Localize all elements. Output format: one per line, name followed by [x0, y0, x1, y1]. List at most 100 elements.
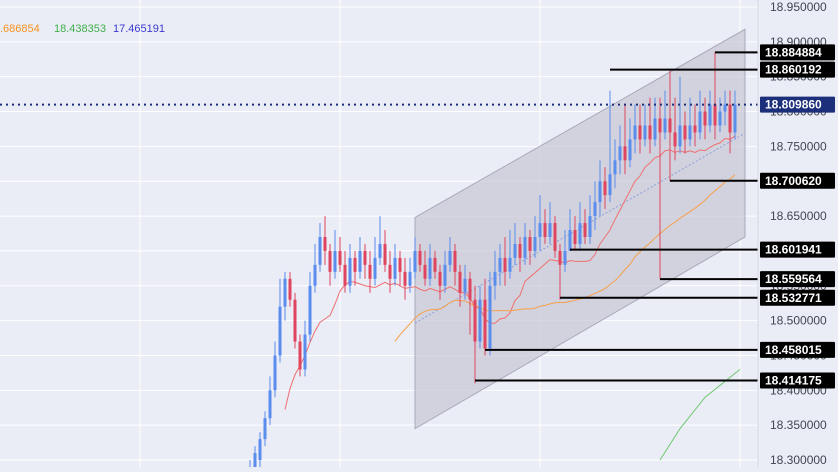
level-price-tag[interactable]: 18.860192: [760, 61, 835, 78]
candle-body: [643, 125, 647, 140]
candle-body: [603, 181, 607, 196]
candle-body: [258, 439, 262, 461]
candle-body: [678, 125, 682, 147]
candle-body: [358, 250, 362, 272]
candle-body: [488, 285, 492, 349]
level-price-tag-text: 18.601941: [765, 243, 822, 257]
candle-body: [503, 257, 507, 272]
candle-body: [368, 264, 372, 279]
candle-body: [578, 223, 582, 244]
level-price-tag[interactable]: 18.532771: [760, 289, 835, 306]
level-price-tag-box: [760, 289, 835, 306]
candle-body: [388, 264, 392, 279]
legend-value-blue: 17.465191: [113, 23, 165, 35]
candle-body: [338, 250, 342, 265]
candle-body: [463, 278, 467, 293]
level-price-tag-box: [760, 372, 835, 389]
candle-body: [383, 243, 387, 265]
candle-body: [573, 230, 577, 244]
candle-body: [353, 257, 357, 272]
candle-body: [518, 243, 522, 258]
candle-body: [423, 264, 427, 279]
level-price-tag[interactable]: 18.559564: [760, 271, 835, 288]
candle-body: [543, 223, 547, 237]
price-tick-label: 18.750000: [770, 139, 827, 153]
price-tick-label: 18.650000: [770, 209, 827, 223]
candle-body: [413, 250, 417, 272]
candle-body: [443, 264, 447, 286]
level-price-tag-box: [760, 241, 835, 258]
legend-value-orange: .686854: [0, 23, 40, 35]
candle-body: [628, 139, 632, 161]
price-axis-bg: [758, 0, 838, 467]
candle-body: [703, 111, 707, 126]
level-price-tag-box: [760, 271, 835, 288]
candle-body: [253, 453, 257, 467]
candle-body: [538, 223, 542, 237]
candle-body: [283, 278, 287, 307]
candle-body: [598, 181, 602, 203]
level-price-tag[interactable]: 18.884884: [760, 44, 835, 61]
candle-body: [438, 271, 442, 286]
candle-body: [563, 250, 567, 265]
level-price-tag[interactable]: 18.458015: [760, 341, 835, 358]
price-axis[interactable]: 18.95000018.90000018.85000018.80000018.7…: [757, 0, 838, 467]
level-price-tag[interactable]: 18.700620: [760, 172, 835, 189]
candle-body: [478, 299, 482, 342]
candle-body: [618, 146, 622, 161]
candle-body: [623, 146, 627, 161]
candle-body: [398, 257, 402, 272]
candle-body: [493, 271, 497, 286]
candle-body: [328, 250, 332, 272]
candle-body: [468, 278, 472, 300]
candle-body: [293, 299, 297, 342]
current-price-tag[interactable]: 18.809860: [760, 96, 835, 113]
legend-value-green: 18.438353: [54, 23, 106, 35]
indicator-legend: .686854 18.438353 17.465191: [0, 23, 165, 35]
candle-body: [458, 271, 462, 293]
price-tick-label: 18.950000: [770, 0, 827, 14]
price-tick-label: 18.350000: [770, 418, 827, 432]
candle-body: [693, 125, 697, 133]
candle-body: [288, 278, 292, 300]
candle-body: [318, 236, 322, 265]
level-price-tag[interactable]: 18.414175: [760, 372, 835, 389]
candle-body: [393, 257, 397, 279]
level-price-tag-text: 18.860192: [765, 63, 822, 77]
candle-body: [683, 125, 687, 140]
candle-body: [648, 125, 652, 140]
candle-body: [508, 257, 512, 272]
candle-body: [408, 271, 412, 286]
level-price-tag-box: [760, 44, 835, 61]
candle-body: [273, 355, 277, 391]
candle-body: [688, 125, 692, 140]
candle-body: [343, 264, 347, 286]
candle-body: [718, 111, 722, 126]
candle-body: [448, 250, 452, 265]
candle-body: [673, 132, 677, 147]
level-lines[interactable]: [475, 51, 758, 382]
candle-body: [313, 264, 317, 286]
level-price-tag[interactable]: 18.601941: [760, 241, 835, 258]
ma-line-green: [659, 369, 741, 461]
candle-body: [613, 160, 617, 175]
candle-body: [298, 341, 302, 370]
level-price-tag-text: 18.884884: [765, 45, 822, 59]
candle-body: [348, 257, 352, 286]
level-price-tag-text: 18.458015: [765, 343, 822, 357]
ma-line-orange: [394, 174, 736, 342]
candle-body: [548, 223, 552, 237]
candle-body: [473, 299, 477, 342]
candle-body: [263, 418, 267, 440]
candle-body: [633, 125, 637, 140]
candle-body: [363, 250, 367, 265]
candle-body: [513, 243, 517, 258]
candle-body: [608, 174, 612, 196]
candle-body: [533, 236, 537, 251]
candle-body: [528, 236, 532, 251]
candle-body: [323, 236, 327, 251]
candle-body: [278, 306, 282, 356]
candle-body: [268, 390, 272, 419]
